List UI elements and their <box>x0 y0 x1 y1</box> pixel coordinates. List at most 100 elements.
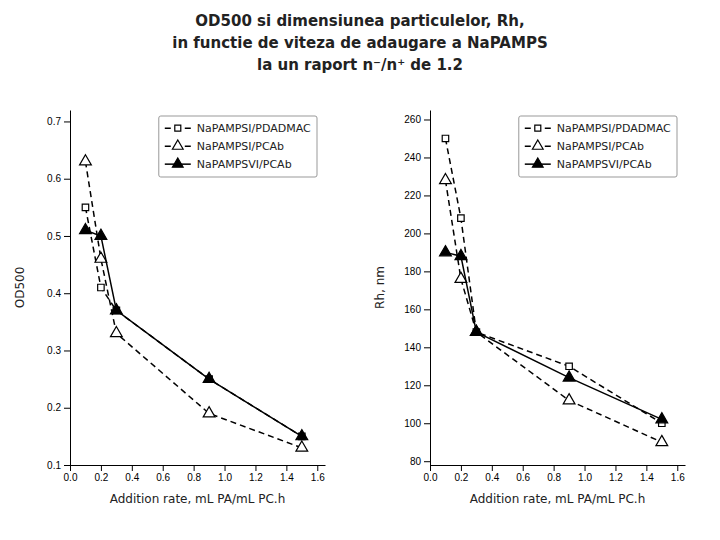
series-line <box>85 162 301 448</box>
x-tick: 0.6 <box>516 465 530 483</box>
y-tick-label: 0.2 <box>47 402 61 413</box>
plot-area <box>80 155 308 451</box>
y-tick-mark <box>64 465 70 466</box>
legend-item: NaPAMPSI/PCAb <box>525 140 644 153</box>
x-axis-title: Addition rate, mL PA/mL PC.h <box>470 492 646 506</box>
y-tick: 0.4 <box>47 288 70 299</box>
y-tick-mark <box>64 121 70 122</box>
x-tick-mark <box>163 465 164 471</box>
legend-label: NaPAMPSVI/PCAb <box>557 158 652 171</box>
point <box>470 325 482 335</box>
legend-item: NaPAMPSI/PCAb <box>165 140 284 153</box>
x-tick: 0.4 <box>125 465 139 483</box>
series-line <box>445 180 661 442</box>
series-line <box>445 138 661 423</box>
x-tick: 0.2 <box>94 465 108 483</box>
legend-item: NaPAMPSI/PDADMAC <box>165 122 311 135</box>
y-tick-label: 0.4 <box>47 288 61 299</box>
legend-label: NaPAMPSI/PCAb <box>197 140 284 153</box>
point <box>80 155 92 165</box>
legend-marker <box>172 158 183 167</box>
legend-marker <box>175 125 181 131</box>
x-tick-mark <box>677 465 678 471</box>
y-tick-mark <box>64 293 70 294</box>
point <box>203 372 215 382</box>
point <box>470 325 482 335</box>
point <box>98 284 104 290</box>
y-tick-label: 100 <box>404 418 421 429</box>
y-tick: 220 <box>404 190 430 201</box>
y-tick-label: 240 <box>404 152 421 163</box>
legend-label: NaPAMPSI/PCAb <box>557 140 644 153</box>
figure: OD500 si dimensiunea particulelor, Rh,in… <box>0 0 720 540</box>
y-tick-mark <box>424 385 430 386</box>
x-tick: 0.6 <box>156 465 170 483</box>
x-tick-label: 1.0 <box>578 472 592 483</box>
y-tick-mark <box>424 119 430 120</box>
y-tick-label: 180 <box>404 266 421 277</box>
point <box>80 223 92 233</box>
y-tick-label: 120 <box>404 380 421 391</box>
y-tick: 80 <box>410 456 430 467</box>
legend: NaPAMPSI/PDADMAC NaPAMPSI/PCAb NaPAMPSVI/P… <box>519 116 677 177</box>
y-tick-mark <box>424 233 430 234</box>
x-tick-mark <box>132 465 133 471</box>
x-tick-label: 1.2 <box>249 472 263 483</box>
point <box>440 246 452 256</box>
y-tick: 240 <box>404 152 430 163</box>
legend-label: NaPAMPSI/PDADMAC <box>557 122 671 135</box>
x-tick-mark <box>523 465 524 471</box>
x-tick: 1.0 <box>578 465 592 483</box>
x-tick: 0.0 <box>424 465 438 483</box>
x-tick-mark <box>492 465 493 471</box>
x-tick-label: 0.8 <box>547 472 561 483</box>
x-tick-mark <box>646 465 647 471</box>
y-tick-mark <box>424 347 430 348</box>
legend-item: NaPAMPSI/PDADMAC <box>525 122 671 135</box>
legend-item: NaPAMPSVI/PCAb <box>525 158 652 171</box>
y-tick: 140 <box>404 342 430 353</box>
y-tick: 120 <box>404 380 430 391</box>
title: in functie de viteza de adaugare a NaPAM… <box>172 34 547 52</box>
x-tick-mark <box>430 465 431 471</box>
x-tick-mark <box>101 465 102 471</box>
legend-box <box>519 116 677 177</box>
x-tick-label: 0.4 <box>125 472 139 483</box>
y-tick-label: 140 <box>404 342 421 353</box>
x-tick: 1.2 <box>249 465 263 483</box>
y-tick-mark <box>424 195 430 196</box>
point <box>442 135 448 141</box>
y-tick-mark <box>424 309 430 310</box>
y-tick: 0.1 <box>47 460 70 471</box>
y-tick-label: 260 <box>404 114 421 125</box>
y-tick-label: 220 <box>404 190 421 201</box>
plot-area <box>440 135 668 445</box>
x-tick-label: 0.0 <box>64 472 78 483</box>
legend-marker <box>532 140 543 149</box>
x-tick-mark <box>70 465 71 471</box>
y-tick: 0.5 <box>47 231 70 242</box>
y-tick-label: 0.7 <box>47 116 61 127</box>
point <box>203 407 215 417</box>
y-tick: 160 <box>404 304 430 315</box>
y-tick: 0.3 <box>47 345 70 356</box>
point <box>656 413 668 423</box>
x-tick-mark <box>317 465 318 471</box>
y-tick: 0.2 <box>47 402 70 413</box>
y-tick-label: 0.1 <box>47 460 61 471</box>
y-tick-label: 200 <box>404 228 421 239</box>
y-tick-mark <box>64 236 70 237</box>
y-tick-mark <box>64 179 70 180</box>
x-axis-title: Addition rate, mL PA/mL PC.h <box>110 492 286 506</box>
panel: 0.00.20.40.60.81.01.21.41.60.10.20.30.40… <box>13 111 326 507</box>
legend-label: NaPAMPSVI/PCAb <box>197 158 292 171</box>
y-tick: 180 <box>404 266 430 277</box>
x-tick-mark <box>286 465 287 471</box>
y-axis: 0.10.20.30.40.50.60.7 <box>47 111 70 471</box>
x-tick: 0.4 <box>485 465 499 483</box>
x-tick: 0.8 <box>547 465 561 483</box>
x-tick-label: 1.0 <box>218 472 232 483</box>
y-tick-mark <box>424 423 430 424</box>
y-tick: 200 <box>404 228 430 239</box>
x-tick-label: 0.2 <box>454 472 468 483</box>
